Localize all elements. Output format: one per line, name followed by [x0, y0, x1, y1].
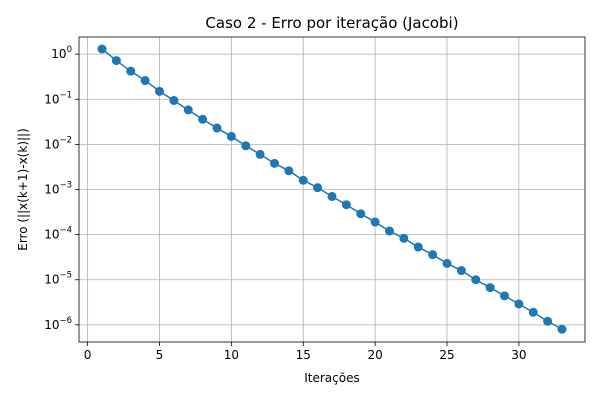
data-point: [456, 266, 466, 276]
data-point: [198, 114, 208, 124]
data-point: [471, 275, 481, 285]
y-axis-label: Erro (||x(k+1)-x(k)||): [16, 128, 30, 251]
data-point: [140, 76, 150, 86]
x-tick-label: 0: [84, 348, 92, 362]
y-tick-base: 10: [44, 318, 59, 332]
y-tick-base: 10: [44, 183, 59, 197]
data-point: [341, 200, 351, 210]
data-point: [399, 233, 409, 243]
y-tick-exponent: −6: [59, 316, 72, 326]
data-point: [313, 183, 323, 193]
y-tick-exponent: −1: [59, 90, 72, 100]
data-point: [212, 123, 222, 133]
data-point: [428, 250, 438, 260]
data-point: [370, 217, 380, 227]
y-tick-label: 10−6: [44, 316, 72, 332]
y-tick-label: 100: [51, 45, 72, 61]
x-tick-label: 25: [439, 348, 454, 362]
y-tick-label: 10−5: [44, 271, 72, 287]
data-point: [111, 56, 121, 66]
y-tick-base: 10: [44, 273, 59, 287]
y-tick-label: 10−3: [44, 181, 72, 197]
x-tick-label: 5: [156, 348, 164, 362]
y-tick-label: 10−2: [44, 135, 72, 151]
data-point: [413, 242, 423, 252]
x-tick-label: 30: [511, 348, 526, 362]
data-point: [97, 44, 107, 54]
data-point: [557, 324, 567, 334]
x-tick-label: 15: [296, 348, 311, 362]
data-point: [442, 258, 452, 268]
data-point: [543, 316, 553, 326]
chart-title: Caso 2 - Erro por iteração (Jacobi): [205, 14, 458, 32]
data-point: [255, 149, 265, 159]
y-tick-base: 10: [44, 137, 59, 151]
y-tick-base: 10: [51, 47, 66, 61]
data-point: [126, 66, 136, 76]
data-point: [169, 95, 179, 105]
x-tick-label: 10: [224, 348, 239, 362]
data-point: [270, 158, 279, 168]
data-point: [327, 191, 337, 201]
data-point: [356, 209, 366, 219]
data-point: [514, 299, 524, 309]
data-point: [284, 166, 294, 176]
x-axis: 0 5 10 15 20 25 30: [84, 342, 527, 362]
data-point: [226, 131, 236, 141]
data-point: [385, 226, 394, 236]
y-tick-base: 10: [44, 92, 59, 106]
y-tick-label: 10−4: [44, 226, 72, 242]
data-point: [298, 175, 308, 185]
data-point: [155, 86, 164, 96]
y-tick-label: 10−1: [44, 90, 72, 106]
y-tick-exponent: −5: [59, 271, 72, 281]
data-point: [528, 307, 538, 317]
y-tick-exponent: 0: [67, 45, 72, 55]
y-tick-exponent: −4: [59, 226, 72, 236]
x-axis-label: Iterações: [304, 371, 360, 385]
data-point: [241, 141, 251, 151]
data-series: [97, 44, 567, 334]
y-tick-exponent: −2: [59, 135, 72, 145]
x-tick-label: 20: [367, 348, 382, 362]
y-tick-exponent: −3: [59, 181, 72, 191]
data-point: [183, 105, 193, 115]
data-point: [485, 283, 495, 293]
y-tick-base: 10: [44, 228, 59, 242]
data-point: [500, 291, 509, 301]
grid: [79, 37, 585, 342]
